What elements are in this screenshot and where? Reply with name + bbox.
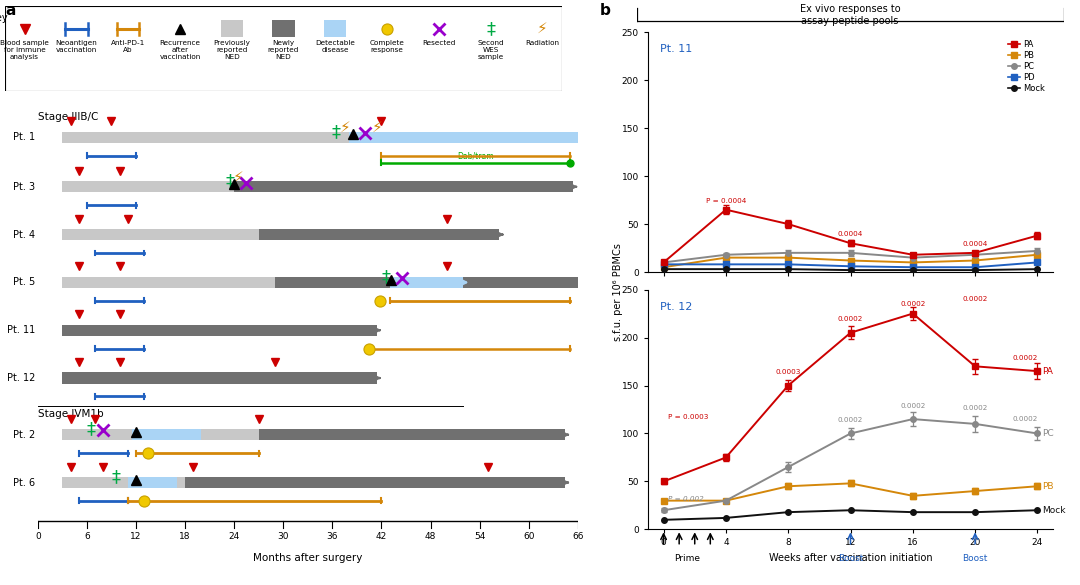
Text: 0.0004: 0.0004 (838, 230, 863, 236)
Text: ‡: ‡ (486, 20, 495, 38)
Bar (390, 277, 463, 288)
Bar (234, 181, 572, 192)
Text: ⚡: ⚡ (233, 169, 244, 184)
Text: 0.0002: 0.0002 (838, 316, 863, 322)
Text: Mock: Mock (1042, 506, 1066, 515)
Text: ‡: ‡ (226, 173, 234, 191)
Text: 0.0002: 0.0002 (900, 402, 926, 408)
Text: ⚡: ⚡ (339, 120, 350, 135)
Text: Boost: Boost (962, 555, 988, 563)
Text: Boost: Boost (838, 555, 863, 563)
Bar (63, 373, 377, 384)
Bar (63, 325, 377, 336)
Bar (63, 429, 259, 441)
Text: Pt. 3: Pt. 3 (13, 182, 36, 192)
Text: ‡: ‡ (381, 268, 390, 286)
X-axis label: Weeks after vaccination initiation: Weeks after vaccination initiation (769, 553, 932, 563)
Bar (63, 477, 185, 488)
Text: 18: 18 (179, 532, 191, 541)
Text: ‡: ‡ (332, 123, 341, 141)
Text: Pt. 5: Pt. 5 (13, 277, 36, 287)
Text: 0: 0 (35, 532, 41, 541)
Text: Resected: Resected (422, 40, 456, 46)
Text: Months after surgery: Months after surgery (253, 553, 363, 563)
Legend: PA, PB, PC, PD, Mock: PA, PB, PC, PD, Mock (1004, 36, 1049, 97)
Bar (63, 181, 234, 192)
Text: 24: 24 (229, 532, 240, 541)
Text: Prime: Prime (674, 555, 700, 563)
Bar (185, 477, 565, 488)
Text: Complete
response: Complete response (369, 40, 405, 53)
Text: 0.0002: 0.0002 (1012, 416, 1038, 422)
Text: Dab/tram: Dab/tram (457, 152, 494, 160)
Text: Stage IIIB/C: Stage IIIB/C (38, 112, 98, 122)
Bar (259, 229, 499, 240)
Text: 36: 36 (326, 532, 338, 541)
Text: 0.0002: 0.0002 (838, 417, 863, 423)
Text: Pt. 12: Pt. 12 (660, 302, 692, 312)
Text: Pt. 6: Pt. 6 (13, 477, 36, 487)
Text: Key: Key (0, 13, 8, 23)
Bar (63, 132, 349, 143)
Text: Newly
reported
NED: Newly reported NED (268, 40, 299, 60)
Text: Anti-PD-1
Ab: Anti-PD-1 Ab (111, 40, 146, 53)
Text: P = 0.0004: P = 0.0004 (705, 198, 746, 204)
Text: Detectable
disease: Detectable disease (315, 40, 355, 53)
Text: Blood sample
for immune
analysis: Blood sample for immune analysis (0, 40, 49, 60)
Text: PB: PB (1042, 482, 1054, 491)
Text: ‡: ‡ (111, 468, 120, 486)
Text: 0.0002: 0.0002 (962, 296, 988, 302)
Text: 0.0003: 0.0003 (775, 369, 801, 375)
Text: Recurrence
after
vaccination: Recurrence after vaccination (160, 40, 201, 60)
Bar (63, 229, 259, 240)
Text: 48: 48 (424, 532, 436, 541)
Text: b: b (599, 3, 610, 18)
Text: 0.0002: 0.0002 (900, 301, 926, 307)
Text: 66: 66 (572, 532, 583, 541)
Text: s.f.u. per 10⁶ PBMCs: s.f.u. per 10⁶ PBMCs (612, 243, 623, 342)
Bar (127, 477, 177, 488)
Text: a: a (5, 3, 16, 18)
Text: 54: 54 (474, 532, 485, 541)
Text: ⚡: ⚡ (537, 21, 548, 36)
Text: ‡: ‡ (86, 421, 95, 438)
Bar (349, 132, 578, 143)
Text: 30: 30 (278, 532, 289, 541)
Text: Previously
reported
NED: Previously reported NED (213, 40, 251, 60)
Text: Pt. 11: Pt. 11 (8, 325, 36, 335)
Bar (132, 429, 202, 441)
Text: 0.0004: 0.0004 (962, 241, 988, 247)
Text: 12: 12 (131, 532, 141, 541)
Bar (272, 20, 295, 37)
Text: Ex vivo responses to
assay peptide pools: Ex vivo responses to assay peptide pools (799, 4, 901, 26)
FancyBboxPatch shape (5, 6, 562, 91)
Bar (259, 429, 565, 441)
Text: Pt. 2: Pt. 2 (13, 430, 36, 440)
Text: Neoantigen
vaccination: Neoantigen vaccination (55, 40, 97, 53)
Bar (324, 20, 347, 37)
Bar (275, 277, 578, 288)
Bar (220, 20, 243, 37)
Text: ⚡: ⚡ (372, 120, 382, 135)
Bar (63, 277, 275, 288)
Text: P = 0.002: P = 0.002 (669, 495, 704, 502)
Text: 0.0002: 0.0002 (1012, 355, 1038, 360)
Text: Pt. 12: Pt. 12 (6, 373, 36, 383)
Text: 42: 42 (376, 532, 387, 541)
Text: 60: 60 (523, 532, 535, 541)
Text: Pt. 1: Pt. 1 (13, 132, 36, 142)
Text: PC: PC (1042, 429, 1054, 438)
Text: Stage IVM1b: Stage IVM1b (38, 409, 104, 419)
Bar (349, 132, 578, 143)
Text: Pt. 4: Pt. 4 (13, 229, 36, 240)
Text: 6: 6 (84, 532, 90, 541)
Text: Second
WES
sample: Second WES sample (477, 40, 504, 60)
Text: Radiation: Radiation (525, 40, 559, 46)
Text: P = 0.0003: P = 0.0003 (669, 414, 708, 420)
Text: Pt. 11: Pt. 11 (660, 44, 692, 54)
Text: 0.0002: 0.0002 (962, 404, 988, 411)
Text: PA: PA (1042, 367, 1053, 376)
